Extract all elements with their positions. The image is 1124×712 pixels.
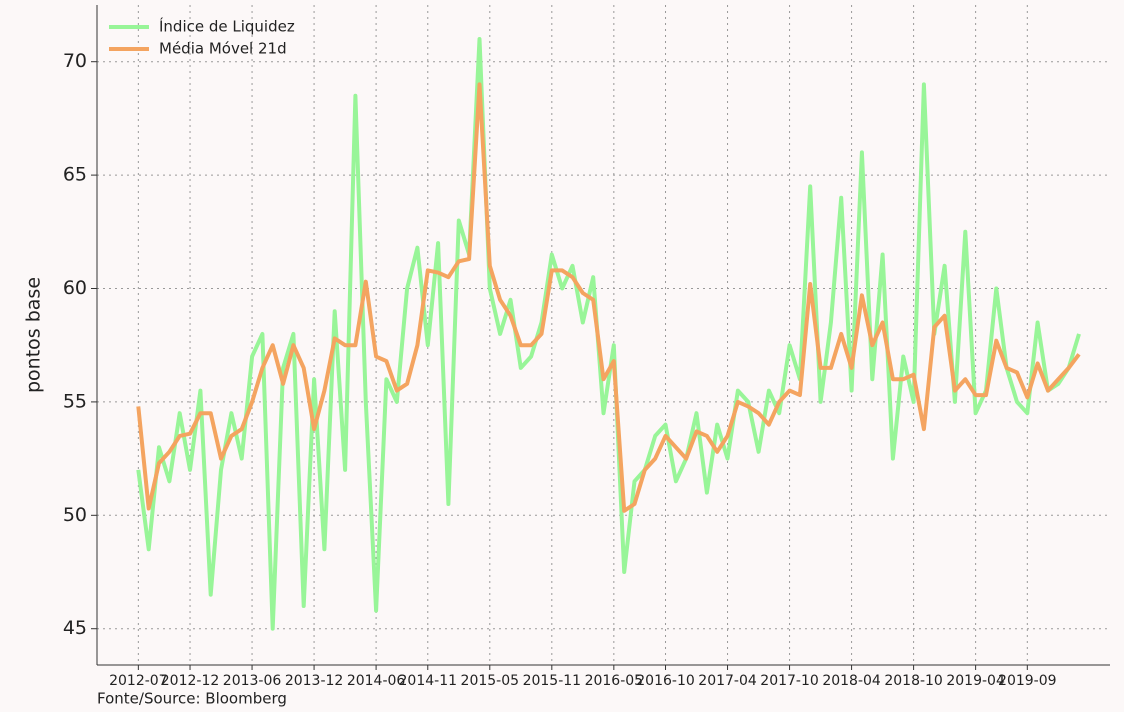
legend-label: Média Móvel 21d (159, 40, 287, 58)
x-tick-label: 2016-10 (636, 673, 695, 689)
x-tick-label: 2016-05 (585, 673, 644, 689)
legend-label: Índice de Liquidez (159, 17, 295, 36)
y-tick-label: 70 (63, 50, 87, 72)
x-tick-label: 2015-05 (461, 673, 520, 689)
x-tick-label: 2017-10 (760, 673, 819, 689)
y-tick-label: 65 (63, 164, 87, 186)
x-tick-label: 2012-07 (109, 673, 168, 689)
data-line (136, 37, 1081, 631)
x-tick-label: 2018-10 (884, 673, 943, 689)
data-line (136, 82, 1081, 513)
y-tick-label: 50 (63, 504, 87, 526)
x-tick-label: 2013-12 (285, 673, 344, 689)
x-tick-label: 2012-12 (161, 673, 220, 689)
x-tick-label: 2019-04 (946, 673, 1005, 689)
y-tick-label: 45 (63, 617, 87, 639)
source-note: Fonte/Source: Bloomberg (97, 690, 287, 708)
y-axis-label: pontos base (23, 277, 45, 393)
y-tick-label: 55 (63, 390, 87, 412)
x-tick-label: 2015-11 (523, 673, 582, 689)
y-tick-label: 60 (63, 277, 87, 299)
x-tick-label: 2014-06 (347, 673, 406, 689)
x-tick-label: 2017-04 (698, 673, 757, 689)
x-tick-label: 2019-09 (998, 673, 1057, 689)
x-tick-label: 2018-04 (822, 673, 881, 689)
x-tick-label: 2013-06 (223, 673, 282, 689)
x-tick-label: 2014-11 (399, 673, 458, 689)
